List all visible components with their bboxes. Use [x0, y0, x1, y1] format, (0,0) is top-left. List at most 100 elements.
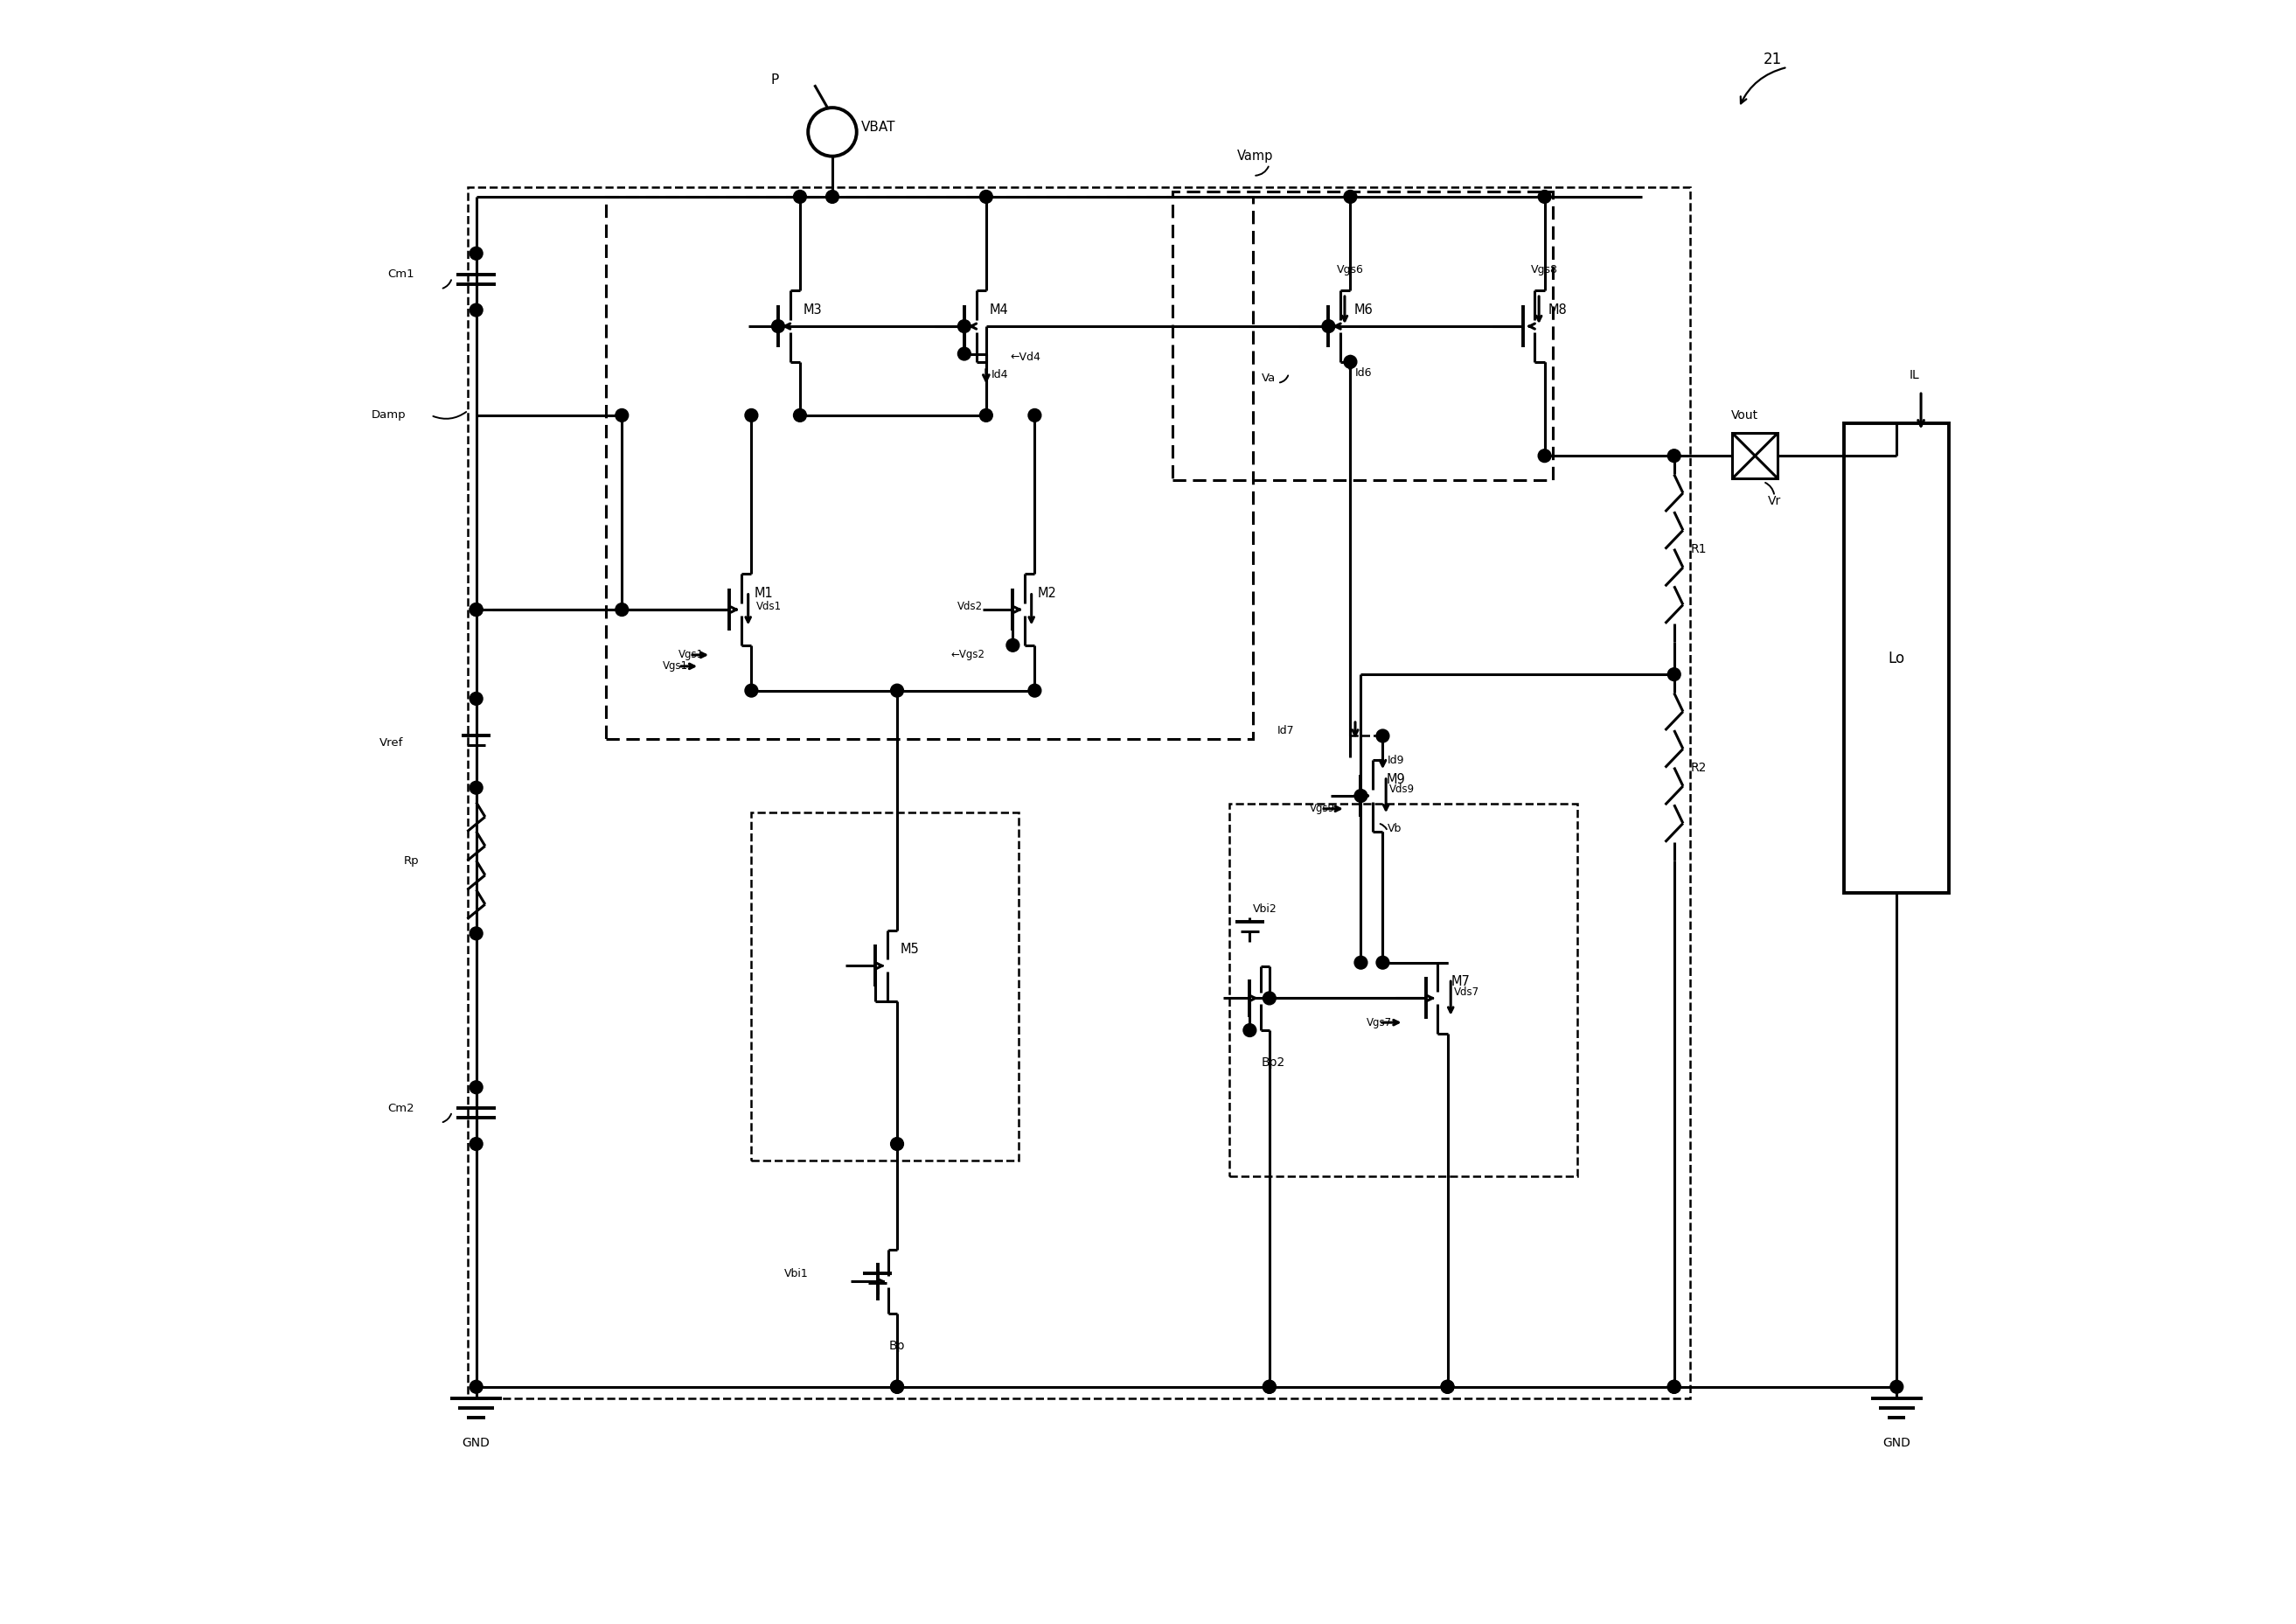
Circle shape — [1442, 1380, 1453, 1393]
Circle shape — [1355, 957, 1368, 970]
Circle shape — [471, 304, 482, 317]
Circle shape — [794, 190, 806, 203]
Text: P: P — [771, 73, 778, 86]
Text: Vds9: Vds9 — [1389, 784, 1414, 796]
Circle shape — [1006, 638, 1019, 651]
Circle shape — [1667, 450, 1681, 463]
Circle shape — [1375, 729, 1389, 742]
Text: Vref: Vref — [379, 737, 404, 749]
Text: Bp2: Bp2 — [1261, 1057, 1286, 1069]
Text: Vgs8: Vgs8 — [1531, 265, 1559, 276]
Text: R2: R2 — [1690, 762, 1706, 773]
Circle shape — [957, 348, 971, 361]
Text: Vgs1: Vgs1 — [680, 650, 705, 661]
Circle shape — [980, 409, 992, 422]
Circle shape — [1667, 1380, 1681, 1393]
Circle shape — [1442, 1380, 1453, 1393]
Circle shape — [891, 1380, 905, 1393]
Circle shape — [1263, 992, 1277, 1005]
Text: GND: GND — [461, 1437, 489, 1449]
Bar — [468, 187, 1690, 1398]
Circle shape — [1375, 957, 1389, 970]
Bar — [1173, 192, 1552, 481]
Circle shape — [891, 1380, 905, 1393]
Text: Vgs7: Vgs7 — [1366, 1017, 1391, 1028]
Text: Vgs9: Vgs9 — [1311, 804, 1336, 815]
Circle shape — [794, 409, 806, 422]
Text: M7: M7 — [1451, 976, 1469, 989]
Text: Va: Va — [1261, 372, 1277, 383]
Circle shape — [1263, 1380, 1277, 1393]
Text: Vds1: Vds1 — [755, 601, 781, 612]
Circle shape — [1890, 1380, 1903, 1393]
Circle shape — [1263, 1380, 1277, 1393]
Circle shape — [1029, 684, 1040, 697]
Text: ←Vd4: ←Vd4 — [1010, 351, 1040, 362]
Circle shape — [827, 190, 838, 203]
Text: Vbi1: Vbi1 — [783, 1268, 808, 1280]
Circle shape — [471, 927, 482, 940]
Text: Vgs6: Vgs6 — [1336, 265, 1364, 276]
Text: 21: 21 — [1763, 52, 1782, 67]
Circle shape — [615, 603, 629, 615]
Text: M6: M6 — [1355, 304, 1373, 317]
Text: R1: R1 — [1690, 542, 1706, 555]
Text: IL: IL — [1910, 369, 1919, 382]
Text: M5: M5 — [900, 944, 918, 957]
Bar — [1228, 804, 1577, 1176]
Text: Cm2: Cm2 — [388, 1103, 413, 1114]
Text: Vgs1: Vgs1 — [661, 661, 689, 672]
Circle shape — [744, 684, 758, 697]
Circle shape — [771, 320, 785, 333]
Text: Vds2: Vds2 — [957, 601, 983, 612]
Text: Bp: Bp — [889, 1340, 905, 1353]
Text: Vr: Vr — [1768, 495, 1782, 507]
Text: Id9: Id9 — [1387, 755, 1405, 767]
Circle shape — [471, 1137, 482, 1150]
Text: M3: M3 — [804, 304, 822, 317]
Circle shape — [744, 409, 758, 422]
Text: M2: M2 — [1038, 586, 1056, 599]
Bar — [606, 197, 1254, 739]
Circle shape — [891, 1137, 905, 1150]
Bar — [1733, 434, 1777, 479]
Text: Rp: Rp — [404, 854, 418, 866]
Text: Id7: Id7 — [1277, 726, 1295, 737]
Circle shape — [471, 1380, 482, 1393]
Circle shape — [615, 409, 629, 422]
Text: Vbi2: Vbi2 — [1254, 903, 1277, 914]
Circle shape — [1322, 320, 1334, 333]
Circle shape — [471, 692, 482, 705]
Circle shape — [1538, 450, 1552, 463]
Bar — [751, 812, 1019, 1160]
Text: M1: M1 — [755, 586, 774, 599]
Text: M4: M4 — [990, 304, 1008, 317]
Text: ←Vgs2: ←Vgs2 — [951, 650, 985, 661]
Circle shape — [471, 603, 482, 615]
Text: Cm1: Cm1 — [388, 268, 413, 279]
Text: Damp: Damp — [372, 409, 406, 421]
Circle shape — [1343, 356, 1357, 369]
Circle shape — [1667, 1380, 1681, 1393]
Circle shape — [1667, 667, 1681, 680]
Text: Lo: Lo — [1887, 650, 1906, 666]
Text: M9: M9 — [1387, 773, 1405, 786]
Circle shape — [980, 190, 992, 203]
Circle shape — [471, 603, 482, 615]
Text: Id4: Id4 — [992, 369, 1008, 380]
Circle shape — [957, 320, 971, 333]
Circle shape — [471, 781, 482, 794]
Bar — [1844, 424, 1949, 893]
Text: VBAT: VBAT — [861, 120, 895, 133]
Text: Id6: Id6 — [1355, 367, 1373, 378]
Circle shape — [1538, 190, 1552, 203]
Text: GND: GND — [1883, 1437, 1910, 1449]
Text: Vb: Vb — [1387, 822, 1403, 833]
Circle shape — [471, 247, 482, 260]
Circle shape — [1343, 190, 1357, 203]
Circle shape — [891, 684, 905, 697]
Text: M8: M8 — [1548, 304, 1566, 317]
Text: Vds7: Vds7 — [1453, 986, 1479, 997]
Text: Vamp: Vamp — [1238, 149, 1274, 162]
Circle shape — [1355, 789, 1368, 802]
